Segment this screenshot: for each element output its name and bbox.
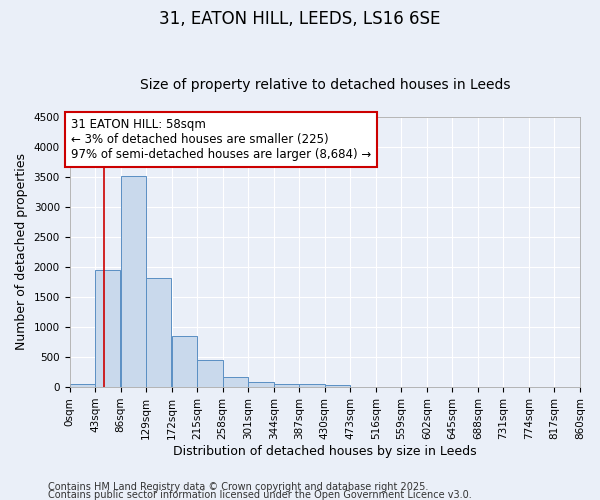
Y-axis label: Number of detached properties: Number of detached properties [15, 154, 28, 350]
Bar [95, 270, 121, 387]
Bar [197, 360, 223, 387]
Text: 31, EATON HILL, LEEDS, LS16 6SE: 31, EATON HILL, LEEDS, LS16 6SE [160, 10, 440, 28]
Bar [172, 336, 197, 387]
Bar [299, 384, 325, 387]
X-axis label: Distribution of detached houses by size in Leeds: Distribution of detached houses by size … [173, 444, 476, 458]
Text: Contains HM Land Registry data © Crown copyright and database right 2025.: Contains HM Land Registry data © Crown c… [48, 482, 428, 492]
Bar [248, 382, 274, 387]
Title: Size of property relative to detached houses in Leeds: Size of property relative to detached ho… [140, 78, 510, 92]
Bar [121, 176, 146, 387]
Text: 31 EATON HILL: 58sqm
← 3% of detached houses are smaller (225)
97% of semi-detac: 31 EATON HILL: 58sqm ← 3% of detached ho… [71, 118, 371, 161]
Bar [274, 384, 299, 387]
Text: Contains public sector information licensed under the Open Government Licence v3: Contains public sector information licen… [48, 490, 472, 500]
Bar [146, 278, 172, 387]
Bar [70, 384, 95, 387]
Bar [223, 378, 248, 387]
Bar [325, 384, 350, 387]
